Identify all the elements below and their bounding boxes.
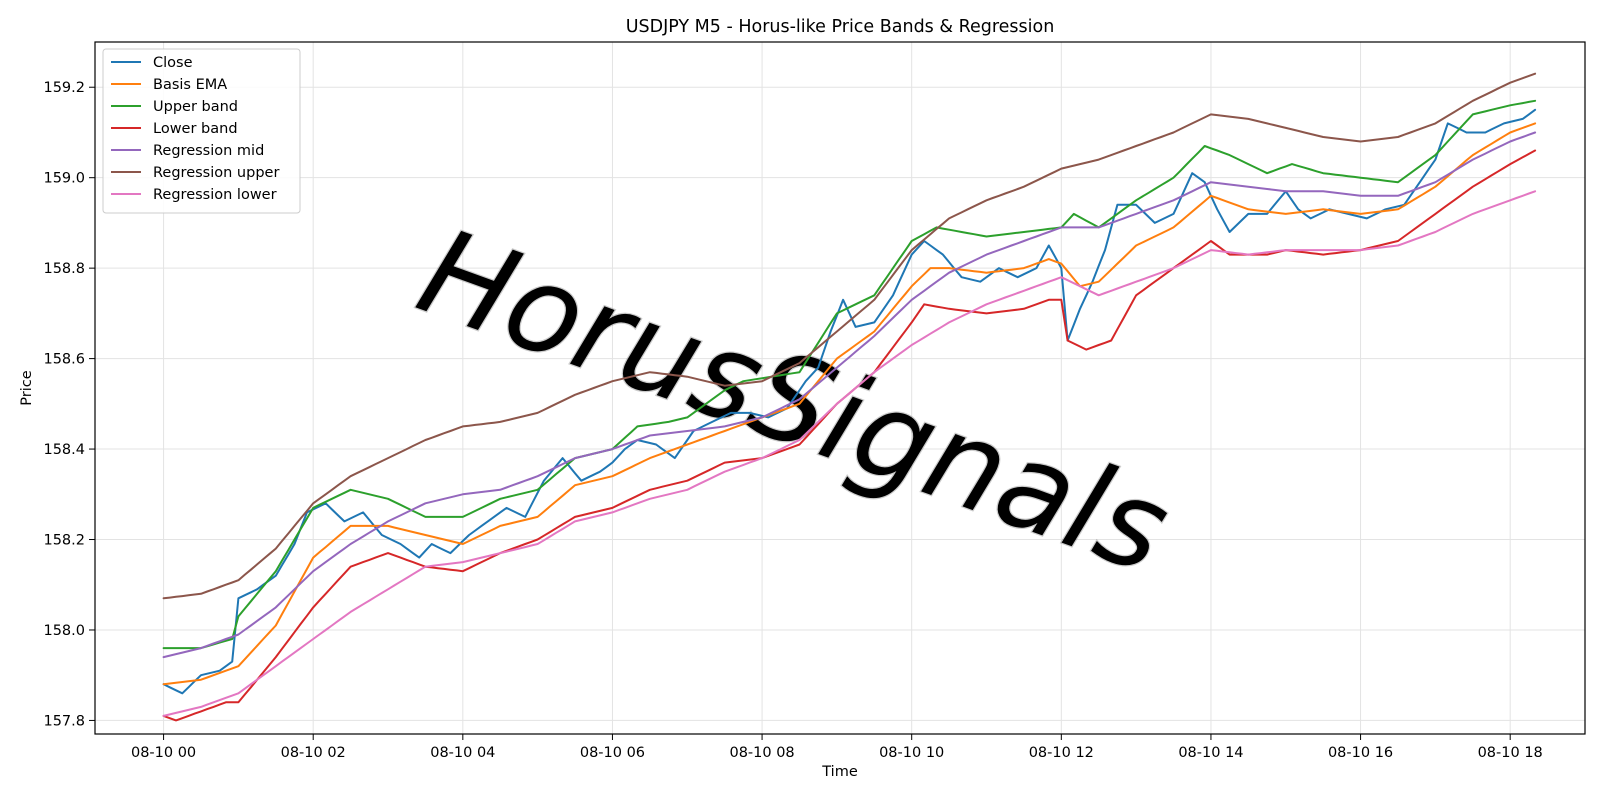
x-tick-label: 08-10 14 (1178, 745, 1243, 761)
legend-box (102, 48, 301, 214)
series-line-close (162, 108, 1537, 695)
series-line-basis-ema (162, 122, 1537, 686)
series-line-regression-upper (162, 72, 1537, 600)
legend-label: Regression mid (153, 143, 264, 159)
grid (95, 42, 1585, 734)
y-tick-label: 159.0 (43, 171, 85, 187)
legend-label: Basis EMA (153, 77, 227, 93)
x-axis-label: Time (821, 764, 858, 780)
plot-frame (94, 41, 1586, 735)
y-tick-label: 158.8 (43, 261, 85, 277)
chart-title: USDJPY M5 - Horus-like Price Bands & Reg… (626, 17, 1055, 37)
y-tick-label: 158.6 (43, 352, 85, 368)
x-tick-label: 08-10 12 (1029, 745, 1094, 761)
x-tick-label: 08-10 18 (1478, 745, 1543, 761)
legend: Close Basis EMA Upper band Lower band Regres… (102, 48, 301, 214)
x-tick-label: 08-10 16 (1328, 745, 1393, 761)
x-tick-label: 08-10 10 (879, 745, 944, 761)
x-axis: 08-10 00 08-10 02 08-10 04 08-10 06 08-10 08… (131, 734, 1543, 761)
series-line-regression-lower (162, 190, 1537, 717)
legend-label: Close (153, 55, 193, 71)
x-tick-label: 08-10 02 (281, 745, 346, 761)
series-line-upper-band (162, 99, 1537, 650)
legend-label: Regression upper (153, 165, 279, 181)
x-tick-label: 08-10 04 (430, 745, 495, 761)
x-tick-label: 08-10 08 (729, 745, 794, 761)
y-tick-label: 159.2 (43, 80, 85, 96)
y-tick-label: 158.0 (43, 623, 85, 639)
legend-label: Lower band (153, 121, 238, 137)
y-tick-label: 158.4 (43, 442, 85, 458)
legend-label: Upper band (153, 99, 238, 115)
series-lines (162, 72, 1537, 722)
y-axis: 157.8 158.0 158.2 158.4 158.6 158.8 159.0 159.2 (43, 80, 95, 729)
series-line-regression-mid (162, 131, 1537, 659)
legend-label: Regression lower (153, 187, 277, 203)
x-tick-label: 08-10 00 (131, 745, 196, 761)
x-tick-label: 08-10 06 (580, 745, 645, 761)
y-tick-label: 158.2 (43, 533, 85, 549)
y-axis-label: Price (19, 370, 35, 405)
y-tick-label: 157.8 (43, 713, 85, 729)
